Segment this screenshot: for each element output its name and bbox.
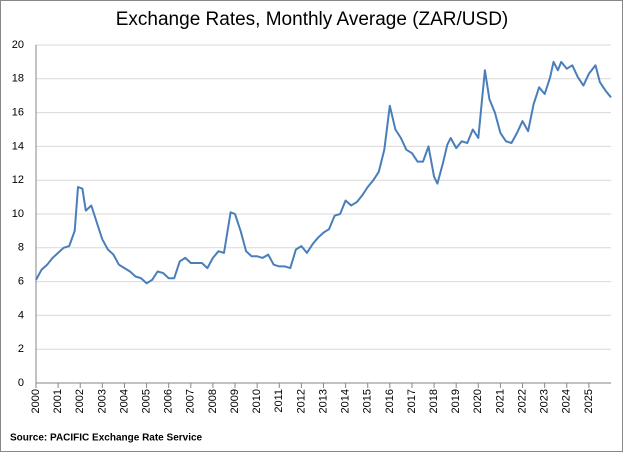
x-tick-label: 2001	[52, 389, 64, 413]
y-tick-label: 0	[18, 377, 24, 389]
data-line	[35, 60, 612, 285]
x-tick-label: 2003	[96, 389, 108, 413]
y-tick-label: 12	[12, 174, 24, 186]
x-tick-label: 2011	[273, 389, 285, 413]
x-tick-label: 2018	[428, 389, 440, 413]
y-tick-label: 8	[18, 242, 24, 254]
x-tick-label: 2009	[229, 389, 241, 413]
x-tick-label: 2022	[516, 389, 528, 413]
x-tick-label: 2016	[384, 389, 396, 413]
x-tick-label: 2006	[163, 389, 175, 413]
x-tick-label: 2013	[317, 389, 329, 413]
y-tick-label: 2	[18, 343, 24, 355]
x-tick-label: 2012	[295, 389, 307, 413]
x-tick-label: 2020	[472, 389, 484, 413]
x-tick-label: 2023	[539, 389, 551, 413]
x-tick-label: 2004	[118, 389, 130, 413]
x-tick-label: 2010	[251, 389, 263, 413]
x-tick-label: 2024	[561, 389, 573, 413]
x-tick-label: 2015	[362, 389, 374, 413]
x-tick-label: 2025	[583, 389, 595, 413]
y-tick-label: 20	[12, 39, 24, 51]
x-tick-label: 2002	[74, 389, 86, 413]
x-tick-label: 2019	[450, 389, 462, 413]
y-tick-label: 18	[12, 73, 24, 85]
x-tick-label: 2005	[140, 389, 152, 413]
y-tick-label: 14	[12, 140, 24, 152]
y-tick-label: 10	[12, 208, 24, 220]
x-tick-label: 2017	[406, 389, 418, 413]
y-tick-label: 4	[18, 309, 24, 321]
y-tick-label: 16	[12, 107, 24, 119]
source-note: Source: PACIFIC Exchange Rate Service	[10, 433, 203, 444]
x-tick-label: 2000	[30, 389, 42, 413]
x-tick-label: 2014	[340, 389, 352, 413]
x-tick-label: 2007	[185, 389, 197, 413]
x-tick-label: 2008	[207, 389, 219, 413]
y-tick-label: 6	[18, 276, 24, 288]
chart-title: Exchange Rates, Monthly Average (ZAR/USD…	[116, 9, 509, 30]
x-tick-label: 2021	[494, 389, 506, 413]
